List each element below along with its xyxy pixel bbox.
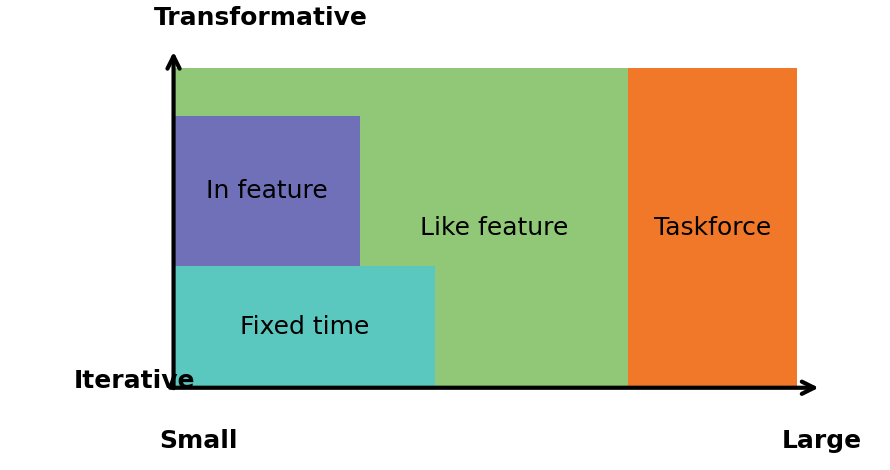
Bar (628, 68, 797, 388)
Text: Taskforce: Taskforce (654, 216, 771, 240)
Bar (174, 116, 360, 266)
Text: In feature: In feature (206, 179, 328, 203)
Text: Like feature: Like feature (420, 216, 569, 240)
Bar (174, 266, 435, 388)
Text: Iterative: Iterative (74, 369, 196, 393)
Text: Transformative: Transformative (154, 6, 368, 30)
Text: Fixed time: Fixed time (239, 315, 369, 339)
Text: Large: Large (781, 429, 862, 453)
Text: Small: Small (159, 429, 238, 453)
